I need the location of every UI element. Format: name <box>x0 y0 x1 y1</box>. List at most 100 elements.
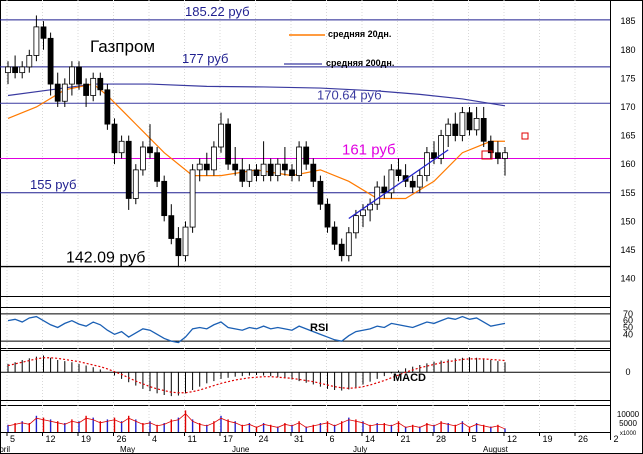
x-tick-label: 19 <box>543 434 553 444</box>
candle-body <box>83 83 89 96</box>
level-label: 185.22 руб <box>185 4 250 19</box>
chart-title: Газпром <box>90 37 155 56</box>
level-label: 177 руб <box>182 51 228 66</box>
x-tick-label: 28 <box>436 434 446 444</box>
legend: средняя 20дн. средняя 200дн. <box>284 29 394 68</box>
rsi-line <box>7 315 506 344</box>
rsi-tick: 40 <box>623 329 633 339</box>
month-label: May <box>120 445 135 454</box>
candle-body <box>303 146 310 165</box>
rsi-tick: 50 <box>623 323 633 333</box>
candle-body <box>296 146 303 177</box>
month-label: June <box>232 445 250 454</box>
month-label: July <box>353 445 367 454</box>
x-tick-label: 11 <box>188 434 197 444</box>
candle-body <box>90 77 97 96</box>
price-tick: 160 <box>620 159 635 169</box>
price-tick: 185 <box>620 16 635 26</box>
candle-body <box>33 26 40 56</box>
candle-body <box>374 186 381 205</box>
rsi-tick: 70 <box>623 309 633 319</box>
candle-body <box>47 37 54 85</box>
marker-box <box>521 132 529 140</box>
macd-panel: MACD <box>0 355 610 397</box>
candle-body <box>154 152 161 182</box>
price-tick: 180 <box>620 45 635 55</box>
candle-body <box>274 163 281 177</box>
candle-body <box>310 163 317 182</box>
candle-body <box>111 123 118 154</box>
candle-body <box>69 66 75 85</box>
level-label: 155 руб <box>30 177 76 192</box>
candle-body <box>168 215 175 239</box>
legend-label: средняя 20дн. <box>328 29 391 39</box>
marker-box <box>481 150 493 160</box>
candle-body <box>267 163 274 177</box>
candle-body <box>388 169 395 194</box>
candle-body <box>459 112 466 136</box>
candle-body <box>502 152 508 159</box>
candle-body <box>338 243 345 257</box>
candle-body <box>395 169 402 177</box>
candle-body <box>161 180 168 217</box>
x-tick-label: 21 <box>401 434 411 444</box>
candle-body <box>431 152 437 159</box>
grid-lines <box>6 0 576 432</box>
price-tick: 140 <box>620 274 635 284</box>
candle-body <box>225 123 232 165</box>
x-tick-label: 6 <box>330 434 335 444</box>
candle-body <box>253 169 260 177</box>
candlesticks <box>5 15 529 268</box>
axis-labels: 1401451501551601651701751801854050607001… <box>0 16 640 454</box>
candle-body <box>239 169 246 182</box>
macd-label: MACD <box>393 372 426 384</box>
candle-body <box>331 226 338 245</box>
candle-body <box>416 175 423 188</box>
price-levels: 185.22 руб 177 руб 170.64 руб 161 руб 155 ру… <box>0 4 610 268</box>
candle-body <box>147 146 153 154</box>
trendline-line <box>348 149 449 220</box>
candle-body <box>218 123 224 148</box>
level-label: 170.64 руб <box>317 87 382 102</box>
candle-body <box>289 169 295 177</box>
candle-body <box>402 175 409 182</box>
x-tick-label: 24 <box>259 434 269 444</box>
candle-body <box>40 26 47 39</box>
price-tick: 150 <box>620 216 635 226</box>
volume-tick: 10000 <box>617 410 640 419</box>
price-tick: 175 <box>620 73 635 83</box>
candle-body <box>324 203 331 228</box>
x-tick-label: 17 <box>223 434 233 444</box>
trendline <box>348 149 449 220</box>
candle-body <box>26 55 33 68</box>
candle-body <box>12 66 19 74</box>
candle-body <box>61 83 68 102</box>
candle-body <box>139 146 146 171</box>
candle-body <box>317 180 324 205</box>
candle-body <box>210 146 217 171</box>
candle-body <box>381 186 388 194</box>
month-label: August <box>483 445 509 454</box>
candle-body <box>260 163 267 177</box>
rsi-panel: RSI <box>0 313 610 344</box>
candle-body <box>118 140 125 154</box>
candle-body <box>175 238 182 257</box>
volume-average-line <box>7 413 506 430</box>
candle-body <box>480 118 487 142</box>
candle-body <box>203 163 210 171</box>
candle-body <box>445 123 452 136</box>
x-tick-label: 26 <box>578 434 588 444</box>
level-label: 142.09 руб <box>66 250 145 267</box>
candle-body <box>5 66 11 74</box>
x-tick-label: 19 <box>81 434 91 444</box>
x-tick-label: 14 <box>365 434 375 444</box>
price-tick: 155 <box>620 188 635 198</box>
candle-body <box>438 135 445 159</box>
x-tick-label: 26 <box>117 434 127 444</box>
x-tick-label: 5 <box>472 434 477 444</box>
candle-body <box>494 152 501 159</box>
x-tick-label: 31 <box>294 434 304 444</box>
candle-body <box>281 163 288 171</box>
